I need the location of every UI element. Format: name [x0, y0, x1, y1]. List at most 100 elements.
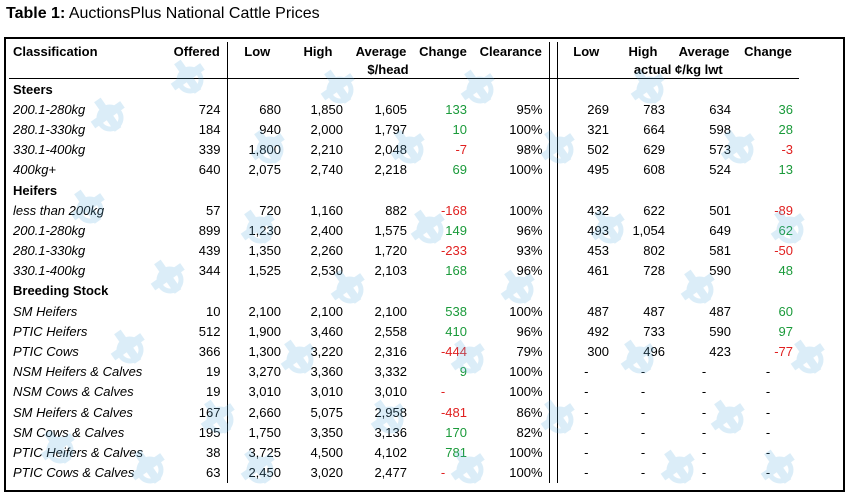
row-classification: NSM Cows & Calves — [13, 384, 134, 400]
cell-low2: - — [584, 364, 589, 380]
row-classification: 330.1-400kg — [13, 263, 86, 279]
cell-change: -481 — [440, 404, 467, 420]
row-classification: NSM Heifers & Calves — [13, 364, 143, 380]
cell-avg: 1,575 — [374, 222, 407, 238]
cell-change: 168 — [445, 263, 467, 279]
cell-avg2: 590 — [709, 323, 731, 339]
cell-offered: 19 — [167, 361, 228, 382]
cell-low: 680 — [259, 101, 281, 117]
cell-avg: 2,558 — [374, 323, 407, 339]
cell-offered: 512 — [167, 321, 228, 342]
cell-avg2: 649 — [709, 222, 731, 238]
cell-avg2: - — [701, 444, 707, 460]
cell-change2: - — [765, 404, 771, 420]
cell-high: 2,000 — [310, 121, 343, 137]
cell-avg2: - — [701, 424, 707, 440]
section-row: Breeding Stock — [9, 280, 799, 302]
cell-high2: 608 — [643, 162, 665, 178]
cell-low: 1,230 — [248, 222, 281, 238]
cell-change: 9 — [459, 364, 467, 380]
cell-high: 3,460 — [310, 323, 343, 339]
cell-clearance: 96% — [473, 260, 550, 281]
cell-change2: 48 — [778, 263, 793, 279]
cell-offered: 344 — [167, 260, 228, 281]
cell-change: -7 — [455, 142, 467, 158]
cell-high: 1,160 — [310, 202, 343, 218]
cell-low2: 487 — [587, 303, 609, 319]
table-row: 330.1-400kg 344 1,525 2,530 2,103 168 96% 461 72… — [9, 260, 799, 281]
cell-low2: - — [584, 424, 589, 440]
cell-avg2: - — [701, 364, 707, 380]
cell-offered: 339 — [167, 139, 228, 160]
cell-avg: 2,218 — [374, 162, 407, 178]
cell-low2: 300 — [587, 344, 609, 360]
cell-high2: - — [640, 364, 646, 380]
cell-avg2: 573 — [709, 142, 731, 158]
row-classification: 200.1-280kg — [13, 101, 86, 117]
cell-clearance: 100% — [473, 301, 550, 322]
cell-avg2: - — [701, 404, 707, 420]
cell-change: 69 — [452, 162, 467, 178]
cell-change: - — [440, 384, 446, 400]
cell-clearance: 100% — [473, 119, 550, 140]
cell-high: 3,220 — [310, 344, 343, 360]
cattle-prices-table: Classification Offered Low High Average … — [4, 37, 845, 492]
cell-offered: 167 — [167, 402, 228, 423]
cell-low2: - — [584, 444, 589, 460]
col-low: Low — [244, 43, 271, 59]
section-title: Heifers — [13, 182, 58, 198]
cell-avg: 2,316 — [374, 344, 407, 360]
cell-clearance: 95% — [473, 99, 550, 120]
cell-change2: 97 — [778, 323, 793, 339]
cell-high2: 664 — [643, 121, 665, 137]
cell-avg2: 524 — [709, 162, 731, 178]
row-classification: less than 200kg — [13, 202, 105, 218]
header-row: Classification Offered Low High Average … — [9, 42, 799, 60]
cell-avg2: 598 — [709, 121, 731, 137]
cell-low: 3,010 — [248, 384, 281, 400]
table-row: SM Heifers & Calves 167 2,660 5,075 2,958 -48… — [9, 402, 799, 423]
cell-low2: 492 — [587, 323, 609, 339]
cell-clearance: 96% — [473, 220, 550, 241]
cell-change2: 36 — [778, 101, 793, 117]
cell-offered: 366 — [167, 341, 228, 362]
cell-change2: -77 — [774, 344, 793, 360]
cell-high2: 733 — [643, 323, 665, 339]
table-row: less than 200kg 57 720 1,160 882 -168 100% 432 6… — [9, 200, 799, 221]
cell-offered: 184 — [167, 119, 228, 140]
cell-change2: - — [765, 465, 771, 481]
row-classification: SM Cows & Calves — [13, 424, 125, 440]
cell-offered: 57 — [167, 200, 228, 221]
cell-high: 2,740 — [310, 162, 343, 178]
row-classification: PTIC Heifers — [13, 323, 88, 339]
cell-change2: - — [765, 364, 771, 380]
cell-high2: 802 — [643, 243, 665, 259]
row-classification: PTIC Cows & Calves — [13, 465, 135, 481]
cell-avg: 2,477 — [374, 465, 407, 481]
table-row: 200.1-280kg 899 1,230 2,400 1,575 149 96% 493 1,… — [9, 220, 799, 241]
cell-change: 170 — [445, 424, 467, 440]
col-clearance: Clearance — [473, 42, 550, 60]
cell-offered: 63 — [167, 462, 228, 483]
cell-avg2: 581 — [709, 243, 731, 259]
cell-low2: 453 — [587, 243, 609, 259]
row-classification: PTIC Cows — [13, 344, 79, 360]
col-low-kg: Low — [573, 43, 600, 59]
cell-low2: 321 — [587, 121, 609, 137]
row-classification: PTIC Heifers & Calves — [13, 444, 144, 460]
row-classification: 280.1-330kg — [13, 121, 86, 137]
table-row: NSM Heifers & Calves 19 3,270 3,360 3,332 9 10… — [9, 361, 799, 382]
cell-avg: 882 — [385, 202, 407, 218]
cell-low: 2,100 — [248, 303, 281, 319]
section-row: Heifers — [9, 179, 799, 201]
cell-avg2: - — [701, 384, 707, 400]
cell-clearance: 86% — [473, 402, 550, 423]
col-change-kg: Change — [744, 43, 792, 59]
cell-low2: - — [584, 404, 589, 420]
row-classification: 330.1-400kg — [13, 142, 86, 158]
cell-high: 4,500 — [310, 444, 343, 460]
cell-high2: 783 — [643, 101, 665, 117]
cell-clearance: 82% — [473, 422, 550, 443]
cell-low: 940 — [259, 121, 281, 137]
cell-change: 10 — [452, 121, 467, 137]
